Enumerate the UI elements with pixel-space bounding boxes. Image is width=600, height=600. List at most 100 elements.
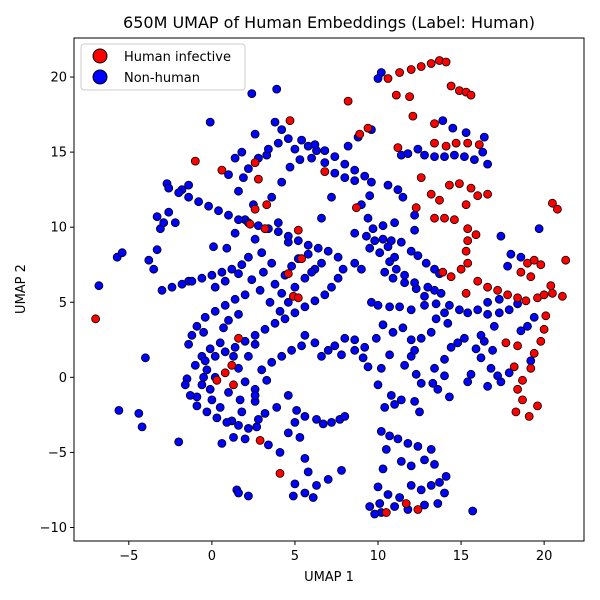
point-human-infective [416, 62, 426, 71]
point-non-human [215, 402, 225, 412]
point-non-human [219, 323, 228, 333]
point-non-human [263, 440, 273, 450]
legend-label-non-human: Non-human [124, 71, 200, 86]
point-non-human [468, 506, 478, 516]
point-human-infective [518, 395, 527, 405]
point-non-human [413, 251, 423, 261]
point-non-human [238, 173, 248, 183]
point-human-infective [435, 195, 444, 205]
point-non-human [340, 411, 350, 421]
point-non-human [220, 300, 230, 310]
point-human-infective [217, 165, 227, 175]
point-non-human [220, 276, 230, 286]
point-human-infective [546, 281, 556, 291]
point-human-infective [456, 264, 466, 274]
point-non-human [202, 407, 212, 417]
point-non-human [275, 306, 285, 316]
point-non-human [350, 258, 360, 268]
point-non-human [184, 192, 194, 202]
y-tick-label: −5 [48, 446, 67, 461]
point-non-human [210, 351, 220, 361]
point-non-human [466, 369, 476, 379]
point-non-human [390, 502, 400, 511]
point-non-human [504, 368, 514, 378]
point-non-human [272, 402, 282, 412]
point-human-infective [343, 96, 353, 106]
point-non-human [184, 339, 194, 349]
point-human-infective [426, 59, 436, 68]
point-human-infective [293, 225, 303, 235]
point-non-human [199, 372, 209, 382]
point-non-human [388, 273, 398, 283]
point-non-human [330, 152, 340, 162]
point-non-human [243, 252, 253, 262]
point-non-human [303, 467, 313, 477]
legend-label-human-infective: Human infective [124, 50, 231, 65]
point-non-human [400, 270, 410, 280]
point-non-human [486, 363, 496, 373]
point-non-human [224, 210, 233, 220]
point-non-human [483, 381, 493, 391]
point-non-human [257, 248, 267, 258]
point-non-human [209, 242, 218, 252]
point-non-human [240, 434, 250, 444]
point-non-human [386, 390, 396, 400]
point-human-infective [416, 173, 426, 183]
point-non-human [373, 300, 383, 310]
point-non-human [144, 255, 154, 265]
point-non-human [290, 282, 300, 292]
point-human-infective [446, 272, 456, 282]
point-non-human [300, 453, 310, 463]
point-human-infective [395, 68, 405, 77]
point-non-human [453, 338, 463, 348]
point-non-human [210, 306, 220, 316]
point-non-human [247, 275, 257, 285]
point-non-human [137, 422, 147, 432]
point-non-human [333, 273, 343, 283]
point-non-human [205, 117, 215, 127]
point-non-human [292, 405, 302, 415]
point-non-human [398, 323, 408, 333]
point-non-human [350, 345, 360, 355]
point-non-human [390, 218, 400, 228]
point-non-human [234, 186, 243, 196]
point-non-human [443, 318, 453, 328]
point-non-human [413, 441, 423, 451]
point-non-human [283, 390, 293, 400]
point-human-infective [438, 267, 448, 277]
point-non-human [307, 153, 317, 163]
point-non-human [240, 377, 250, 387]
x-axis: −5 0 5 10 15 20 [119, 541, 552, 564]
point-non-human [385, 302, 395, 312]
point-non-human [267, 192, 277, 202]
point-non-human [340, 159, 350, 169]
point-human-infective [471, 230, 481, 240]
point-non-human [197, 380, 207, 390]
point-non-human [350, 165, 360, 175]
point-non-human [187, 276, 197, 286]
point-non-human [375, 248, 385, 258]
point-non-human [516, 326, 526, 336]
point-non-human [312, 414, 321, 424]
point-non-human [337, 465, 346, 475]
point-non-human [420, 300, 429, 310]
point-human-infective [401, 499, 411, 508]
point-non-human [476, 353, 486, 363]
point-non-human [318, 419, 328, 429]
point-non-human [410, 210, 420, 220]
point-human-infective [521, 296, 531, 306]
point-non-human [370, 236, 380, 246]
point-non-human [247, 89, 257, 98]
point-non-human [320, 290, 330, 300]
point-human-infective [529, 255, 539, 265]
point-non-human [295, 432, 305, 442]
point-human-infective [533, 401, 542, 411]
point-non-human [317, 351, 326, 361]
point-non-human [234, 488, 243, 498]
point-non-human [396, 395, 406, 405]
point-non-human [410, 345, 420, 355]
point-non-human [283, 297, 293, 307]
point-non-human [204, 201, 214, 211]
point-non-human [463, 308, 473, 318]
point-non-human [441, 471, 451, 481]
